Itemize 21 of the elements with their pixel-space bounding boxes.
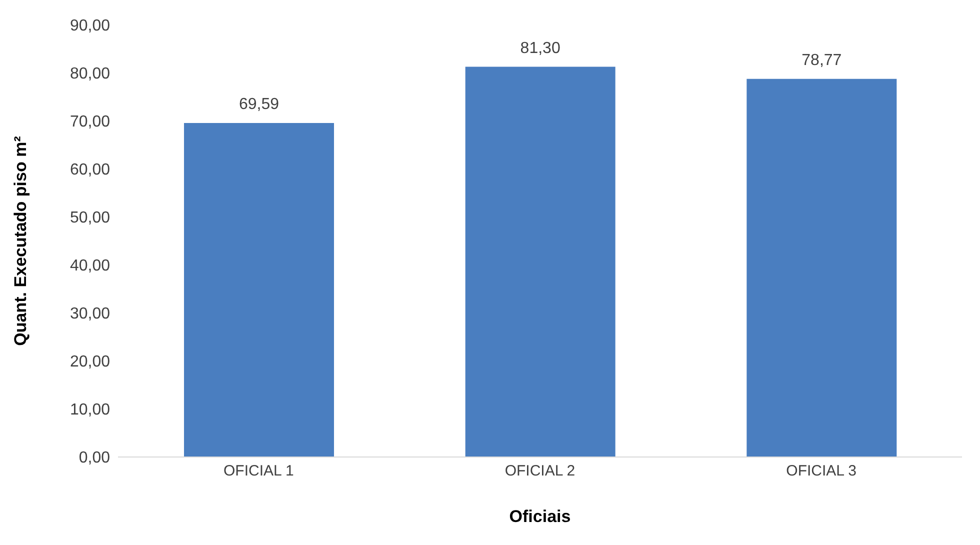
y-tick-label: 30,00 [70, 306, 110, 323]
y-tick-label: 70,00 [70, 114, 110, 131]
bar [465, 66, 616, 457]
bar [184, 122, 334, 457]
y-tick-label: 80,00 [70, 66, 110, 83]
data-label: 81,30 [520, 40, 560, 57]
y-tick-label: 50,00 [70, 210, 110, 227]
y-tick-label: 10,00 [70, 402, 110, 419]
y-axis-title: Quant. Executado piso m² [11, 136, 30, 346]
y-tick-label: 20,00 [70, 354, 110, 371]
x-tick-label: OFICIAL 2 [504, 462, 576, 480]
data-label: 78,77 [802, 52, 842, 69]
y-tick-label: 60,00 [70, 162, 110, 179]
y-tick-label: 0,00 [78, 450, 110, 467]
x-axis-title: Oficiais [509, 507, 571, 526]
x-tick-label: OFICIAL 3 [786, 462, 856, 480]
y-tick-label: 90,00 [70, 18, 110, 35]
x-tick-label: OFICIAL 1 [224, 462, 294, 480]
bar [746, 78, 897, 457]
data-label: 69,59 [238, 96, 280, 113]
y-tick-label: 40,00 [70, 258, 110, 275]
